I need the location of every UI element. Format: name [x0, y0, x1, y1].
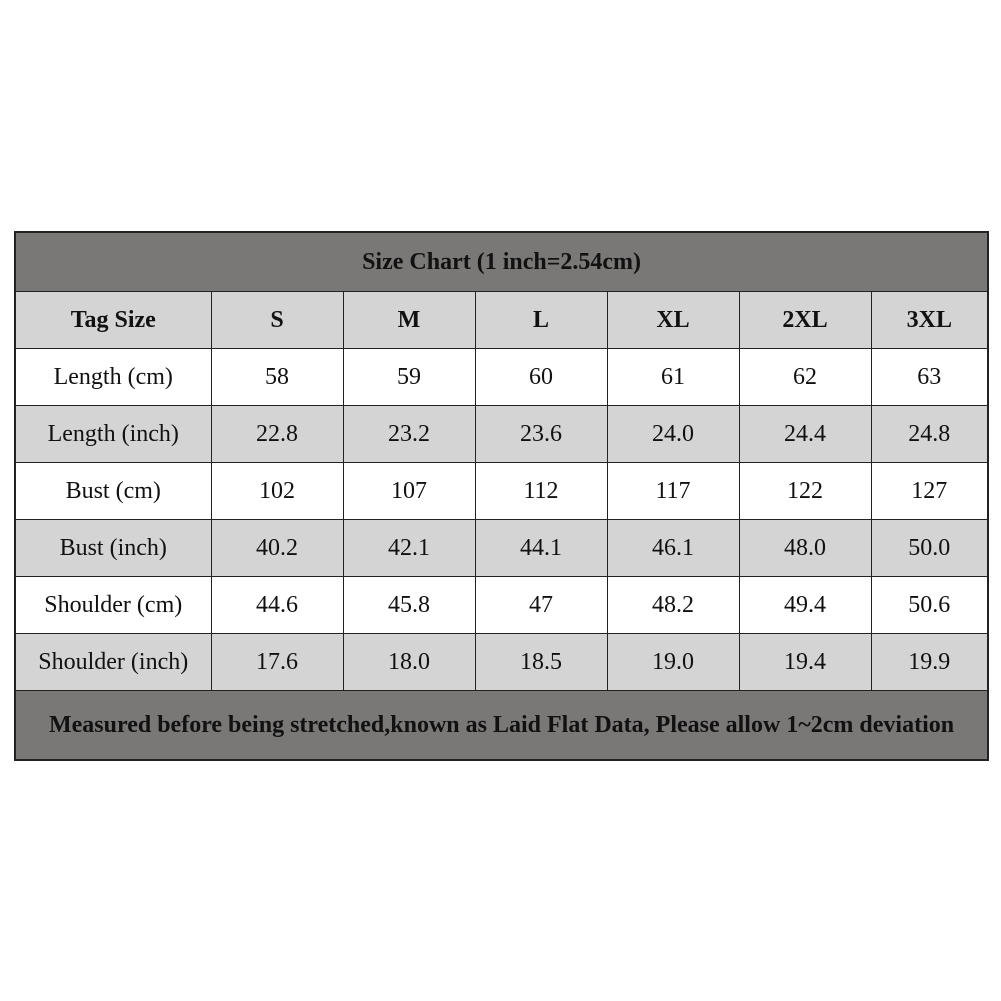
- table-cell: 47: [474, 576, 608, 634]
- table-cell: 59: [342, 348, 476, 406]
- table-cell: 122: [738, 462, 872, 520]
- table-cell: 18.5: [474, 633, 608, 691]
- row-label: Bust (inch): [14, 519, 212, 577]
- table-cell: 19.9: [870, 633, 989, 691]
- table-cell: 60: [474, 348, 608, 406]
- table-cell: 107: [342, 462, 476, 520]
- table-cell: 50.0: [870, 519, 989, 577]
- table-cell: 22.8: [210, 405, 344, 463]
- header-size: M: [342, 291, 476, 349]
- table-cell: 45.8: [342, 576, 476, 634]
- row-label: Length (cm): [14, 348, 212, 406]
- header-size: 3XL: [870, 291, 989, 349]
- table-row: Bust (cm) 102 107 112 117 122 127: [14, 462, 989, 520]
- row-label: Shoulder (inch): [14, 633, 212, 691]
- table-cell: 102: [210, 462, 344, 520]
- table-cell: 24.4: [738, 405, 872, 463]
- table-cell: 62: [738, 348, 872, 406]
- table-cell: 44.6: [210, 576, 344, 634]
- header-size: XL: [606, 291, 740, 349]
- table-cell: 44.1: [474, 519, 608, 577]
- table-cell: 49.4: [738, 576, 872, 634]
- header-size: L: [474, 291, 608, 349]
- table-cell: 48.2: [606, 576, 740, 634]
- row-label: Shoulder (cm): [14, 576, 212, 634]
- header-size: 2XL: [738, 291, 872, 349]
- table-cell: 24.8: [870, 405, 989, 463]
- size-chart-table: Size Chart (1 inch=2.54cm) Tag Size S M L XL…: [14, 231, 990, 761]
- table-cell: 63: [870, 348, 989, 406]
- table-row: Shoulder (cm) 44.6 45.8 47 48.2 49.4 50.6: [14, 576, 989, 634]
- table-cell: 40.2: [210, 519, 344, 577]
- table-cell: 50.6: [870, 576, 989, 634]
- table-cell: 19.0: [606, 633, 740, 691]
- table-cell: 127: [870, 462, 989, 520]
- table-cell: 42.1: [342, 519, 476, 577]
- table-cell: 61: [606, 348, 740, 406]
- table-cell: 112: [474, 462, 608, 520]
- table-row: Length (cm) 58 59 60 61 62 63: [14, 348, 989, 406]
- table-cell: 17.6: [210, 633, 344, 691]
- table-row: Shoulder (inch) 17.6 18.0 18.5 19.0 19.4 19.9: [14, 633, 989, 691]
- header-size: S: [210, 291, 344, 349]
- table-cell: 24.0: [606, 405, 740, 463]
- row-label: Length (inch): [14, 405, 212, 463]
- row-label: Bust (cm): [14, 462, 212, 520]
- table-cell: 46.1: [606, 519, 740, 577]
- table-cell: 117: [606, 462, 740, 520]
- table-cell: 48.0: [738, 519, 872, 577]
- header-tag-size: Tag Size: [14, 291, 212, 349]
- table-cell: 23.2: [342, 405, 476, 463]
- table-cell: 58: [210, 348, 344, 406]
- header-row: Tag Size S M L XL 2XL 3XL: [14, 291, 989, 349]
- chart-title: Size Chart (1 inch=2.54cm): [14, 231, 989, 292]
- table-cell: 19.4: [738, 633, 872, 691]
- table-cell: 18.0: [342, 633, 476, 691]
- table-cell: 23.6: [474, 405, 608, 463]
- footer-note: Measured before being stretched,known as…: [14, 690, 989, 761]
- table-row: Length (inch) 22.8 23.2 23.6 24.0 24.4 24.8: [14, 405, 989, 463]
- table-row: Bust (inch) 40.2 42.1 44.1 46.1 48.0 50.0: [14, 519, 989, 577]
